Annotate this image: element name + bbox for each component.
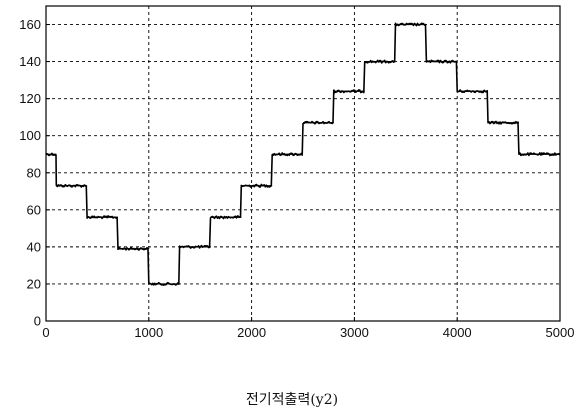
y-tick-label: 40 bbox=[27, 239, 41, 254]
grid-lines bbox=[46, 6, 560, 321]
y-tick-label: 80 bbox=[27, 165, 41, 180]
y-tick-label: 0 bbox=[34, 314, 41, 329]
plot-frame bbox=[45, 5, 561, 322]
x-axis-ticks: 0 1000 2000 3000 4000 5000 bbox=[42, 317, 574, 340]
series-line bbox=[45, 22, 561, 286]
figure-caption: 전기적출력(y2) bbox=[245, 392, 339, 408]
y-tick-label: 100 bbox=[19, 128, 41, 143]
y-tick-label: 140 bbox=[19, 54, 41, 69]
x-tick-label: 4000 bbox=[443, 325, 472, 340]
x-tick-label: 1000 bbox=[134, 325, 163, 340]
x-tick-label: 3000 bbox=[340, 325, 369, 340]
y-tick-label: 60 bbox=[27, 202, 41, 217]
y-tick-label: 20 bbox=[27, 276, 41, 291]
x-tick-label: 2000 bbox=[237, 325, 266, 340]
series-line-layer bbox=[45, 22, 561, 286]
x-tick-label: 5000 bbox=[546, 325, 575, 340]
y-tick-label: 160 bbox=[19, 17, 41, 32]
x-tick-label: 0 bbox=[42, 325, 49, 340]
y-tick-label: 120 bbox=[19, 91, 41, 106]
y-axis-ticks: 0 20 40 60 80 100 120 140 160 bbox=[19, 17, 50, 329]
